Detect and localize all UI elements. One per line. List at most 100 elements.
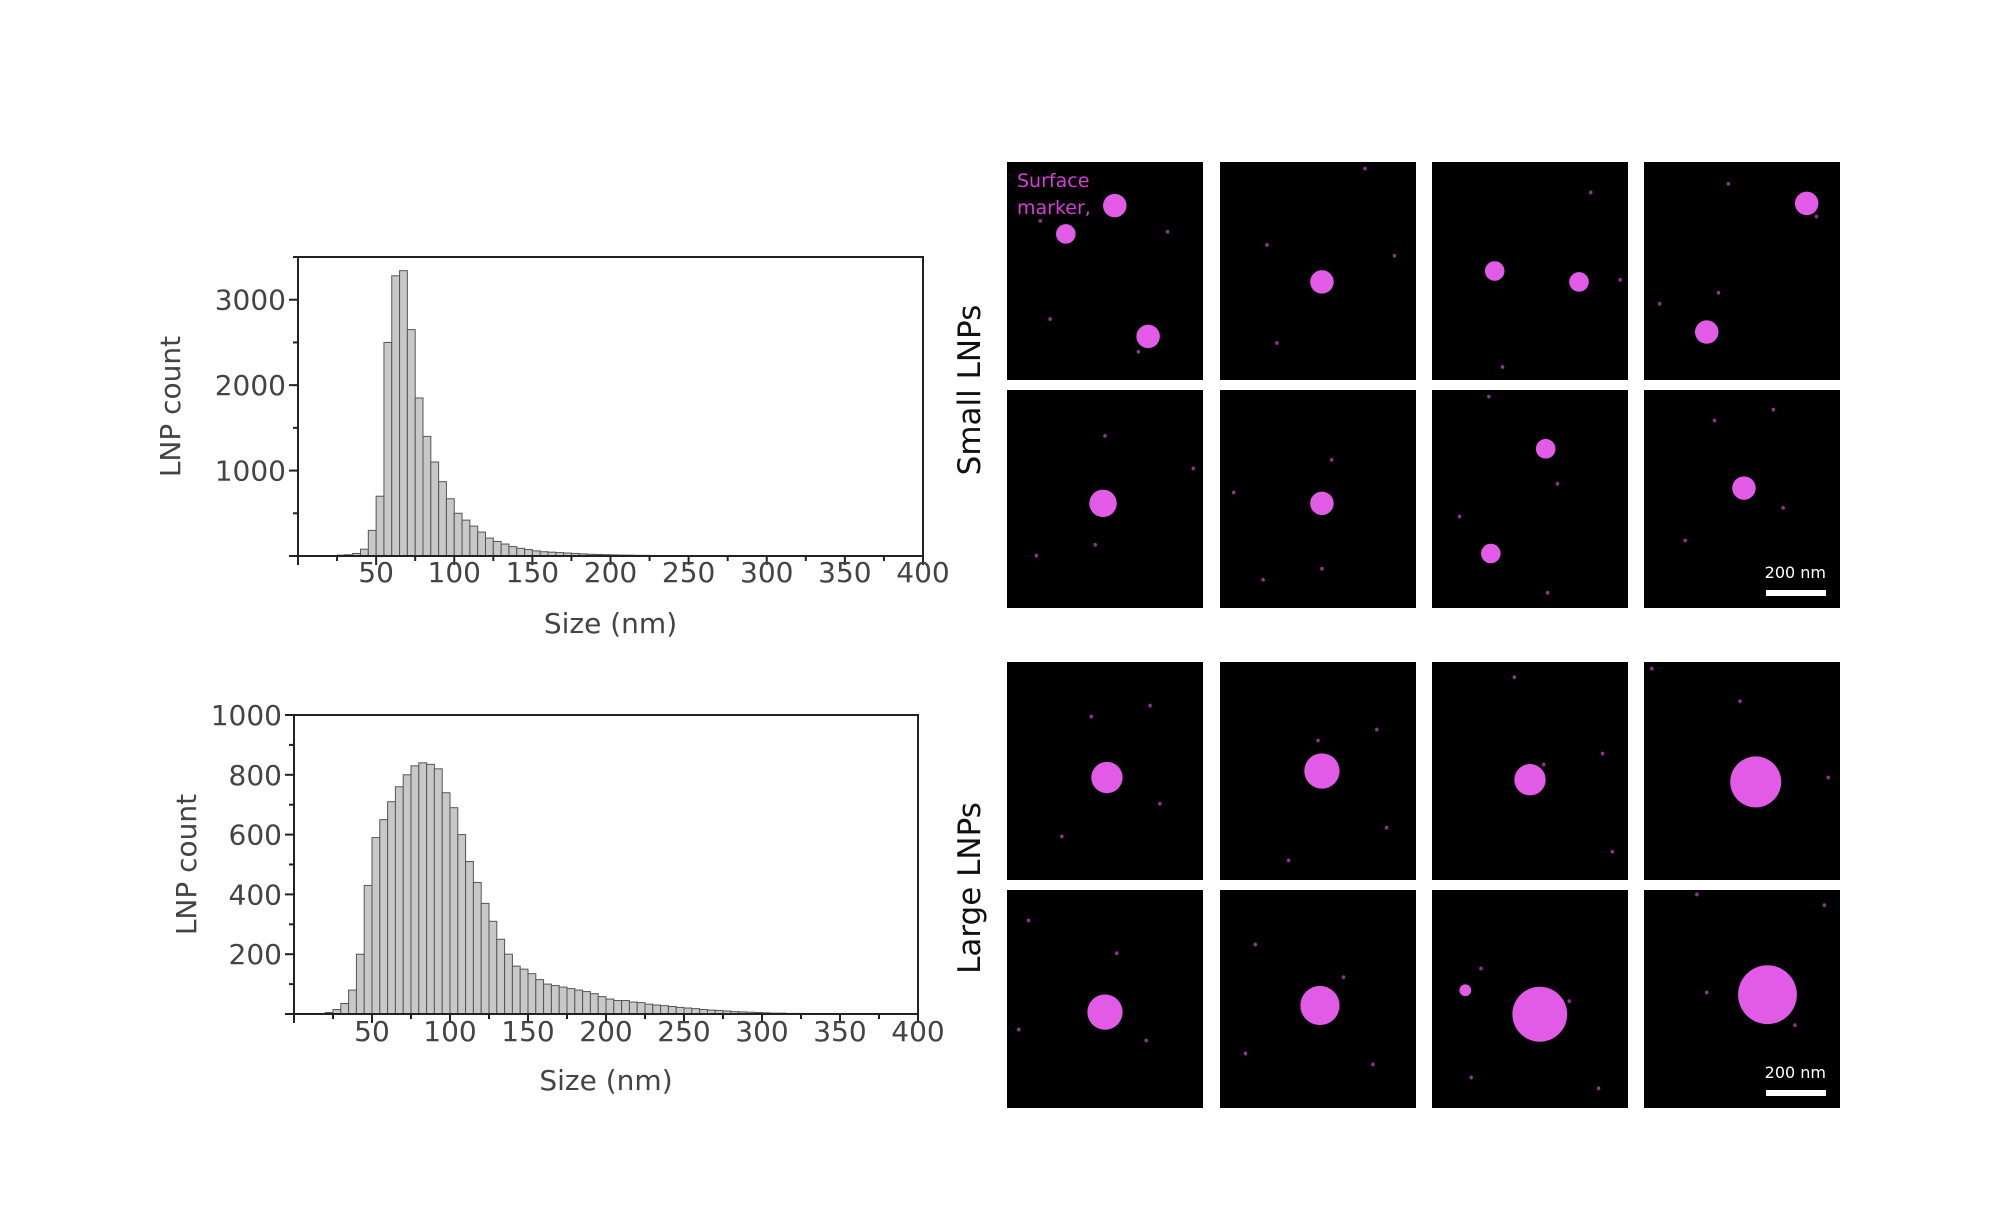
histogram-bar [566, 988, 576, 1015]
histogram-bar [485, 537, 494, 557]
micrograph-tile [1007, 162, 1203, 380]
micrograph-tile [1007, 890, 1203, 1108]
histogram-bar [621, 1000, 630, 1015]
particle-speckle [1487, 394, 1491, 399]
particle-blob [1694, 320, 1719, 344]
histogram-bar [422, 435, 432, 557]
histogram-bar [383, 341, 393, 557]
particle-blob [1732, 476, 1756, 500]
histogram-bar [387, 801, 396, 1015]
particle-speckle [1265, 242, 1269, 247]
y-tick-label: 1000 [215, 455, 286, 488]
particle-image [1457, 394, 1560, 595]
particle-speckle [1695, 892, 1699, 897]
particle-speckle [1114, 951, 1119, 956]
particle-speckle [1048, 316, 1052, 321]
histogram-bar [605, 998, 615, 1015]
histogram-bar [441, 792, 451, 1015]
particle-speckle [1329, 457, 1334, 462]
particle-image [1695, 892, 1827, 1028]
particle-image [1243, 942, 1375, 1067]
x-axis-label: Size (nm) [544, 607, 677, 640]
y-tick-label: 1000 [211, 699, 282, 732]
x-tick-label: 50 [358, 556, 394, 589]
micrograph-tile [1220, 162, 1416, 380]
histogram-bar [550, 985, 560, 1015]
histogram-bar [402, 774, 412, 1015]
histogram-bar [597, 996, 607, 1015]
particle-speckle [1089, 714, 1094, 719]
particle-blob [1738, 965, 1797, 1025]
histogram-bar [628, 1001, 638, 1015]
particle-speckle [1512, 675, 1517, 680]
particle-image [1512, 675, 1615, 854]
histogram-bar [449, 807, 459, 1015]
particle-blob [1794, 191, 1819, 216]
histogram-bar [644, 1003, 654, 1015]
particle-blob [1136, 324, 1160, 349]
particle-image [1459, 966, 1601, 1091]
histogram-bar [492, 540, 502, 557]
particle-speckle [1600, 751, 1605, 756]
micrograph-tile [1644, 662, 1840, 880]
micrograph-tile [1432, 390, 1628, 608]
x-tick-label: 300 [735, 1015, 788, 1048]
histogram-panel: 50 100 150 200 250 300 350 400 1000 2000 3000 Size … [154, 256, 950, 1097]
histogram-bar [340, 1003, 350, 1015]
x-tick-label: 50 [354, 1015, 390, 1048]
particle-speckle [1457, 514, 1462, 519]
particle-speckle [1286, 858, 1291, 863]
particle-speckle [1822, 903, 1827, 908]
y-tick-label: 200 [229, 938, 282, 971]
particle-blob [1056, 224, 1076, 244]
particle-speckle [1500, 364, 1505, 369]
particle-speckle [1038, 218, 1043, 223]
histogram-bar [465, 861, 474, 1015]
particle-blob [1481, 543, 1501, 564]
particle-speckle [1375, 727, 1379, 732]
particle-speckle [1610, 849, 1615, 854]
histogram-bar [469, 525, 479, 557]
particle-blob [1304, 753, 1340, 789]
particle-blob [1300, 985, 1340, 1026]
particle-speckle [1657, 301, 1662, 306]
particle-blob [1730, 756, 1782, 808]
particle-speckle [1316, 738, 1320, 743]
x-tick-label: 400 [891, 1015, 944, 1048]
particle-blob [1310, 491, 1334, 516]
micrograph-tile [1007, 662, 1203, 880]
particle-image [1657, 181, 1819, 344]
particle-speckle [1490, 266, 1495, 271]
x-tick-label: 200 [579, 1015, 632, 1048]
x-tick-label: 350 [813, 1015, 866, 1048]
histogram-bar [582, 991, 591, 1015]
histogram-bar [438, 481, 447, 557]
histogram-bar [477, 531, 486, 557]
particle-speckle [1767, 786, 1772, 791]
micrograph-tile: 200 nm [1644, 390, 1840, 608]
histogram-bar [574, 989, 584, 1015]
scale-bar [1766, 1090, 1826, 1096]
y-tick-label: 3000 [215, 284, 286, 317]
particle-image [1016, 918, 1148, 1043]
histogram-large-lnps: 50 100 150 200 250 300 350 400 200 400 600 800 1000 S… [170, 699, 945, 1097]
histogram-bar [418, 762, 428, 1015]
particle-speckle [1231, 490, 1236, 495]
particle-blob [1091, 761, 1123, 794]
histogram-bar [355, 953, 365, 1015]
particle-speckle [1026, 918, 1031, 923]
particle-image [1683, 407, 1785, 543]
x-tick-label: 100 [423, 1015, 476, 1048]
histogram-bar [527, 973, 537, 1015]
histogram-bar [461, 519, 471, 557]
particle-speckle [1384, 825, 1389, 830]
particle-speckle [1243, 1051, 1248, 1056]
histogram-bar [348, 989, 357, 1015]
particle-speckle [1704, 990, 1709, 995]
histogram-bar [558, 986, 568, 1015]
histogram-bar [445, 498, 455, 557]
particle-speckle [1596, 1086, 1601, 1091]
micrograph-tile [1432, 662, 1628, 880]
y-tick-label: 800 [229, 759, 282, 792]
histogram-bar [508, 546, 518, 557]
